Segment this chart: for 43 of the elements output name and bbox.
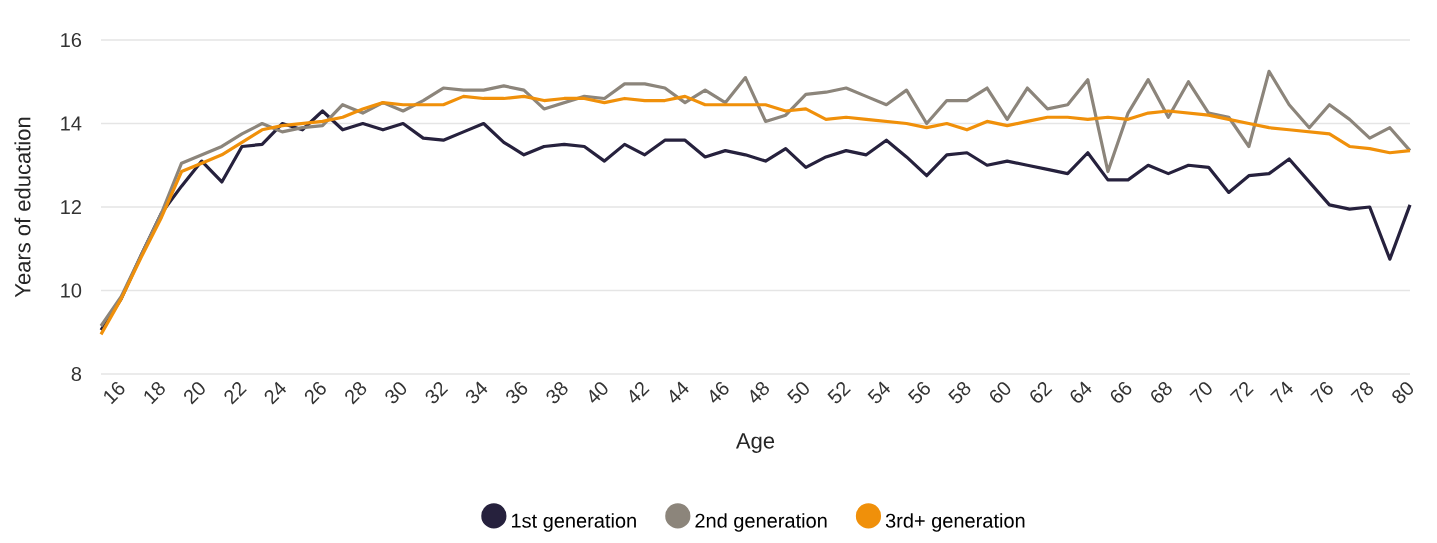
x-tick-label: 18 — [144, 382, 165, 405]
x-tick-label: 26 — [304, 381, 326, 405]
x-tick-label: 40 — [589, 382, 608, 403]
x-tick-label: 46 — [710, 381, 729, 403]
y-tick-label: 14 — [61, 116, 82, 131]
x-tick-label: 60 — [990, 382, 1011, 403]
x-tick-label: 48 — [750, 382, 769, 403]
x-tick-label: 16 — [104, 381, 125, 405]
x-tick-label: 68 — [1151, 382, 1172, 403]
x-tick-label: 36 — [506, 381, 528, 404]
x-tick-label: 24 — [264, 381, 287, 405]
x-tick-label: 70 — [1189, 382, 1212, 403]
x-tick-label: 30 — [385, 382, 407, 404]
x-tick-label: 22 — [224, 382, 247, 405]
y-tick-label: 10 — [61, 283, 82, 298]
x-tick-label: 58 — [948, 382, 971, 404]
x-tick-label: 56 — [907, 381, 930, 404]
x-tick-label: 52 — [827, 381, 851, 404]
x-tick-label: 76 — [1310, 381, 1333, 403]
x-tick-label: 28 — [345, 382, 367, 405]
y-tick-label: 8 — [71, 366, 82, 382]
x-tick-label: 66 — [1110, 381, 1132, 403]
x-tick-label: 74 — [1269, 381, 1293, 403]
x-tick-label: 72 — [1229, 382, 1254, 403]
legend-label: 1st generation — [512, 513, 636, 532]
x-tick-label: 42 — [629, 382, 650, 403]
x-tick-label: 50 — [787, 382, 809, 404]
x-tick-label: 34 — [465, 381, 488, 404]
x-tick-label: 54 — [867, 381, 891, 404]
x-tick-label: 44 — [669, 381, 689, 403]
y-tick-label: 16 — [61, 32, 82, 48]
x-tick-label: 62 — [1030, 381, 1053, 403]
x-tick-label: 78 — [1350, 382, 1374, 403]
x-tick-label: 80 — [1392, 382, 1414, 404]
x-tick-label: 20 — [184, 382, 205, 405]
x-tick-label: 38 — [546, 382, 568, 404]
legend-label: 2nd generation — [695, 513, 827, 532]
x-tick-label: 32 — [425, 381, 449, 404]
x-tick-label: 64 — [1070, 381, 1092, 403]
x-axis-title: Age — [735, 433, 775, 453]
legend-label: 3rd+ generation — [885, 513, 1025, 532]
y-axis-title: Years of education — [14, 117, 31, 298]
y-tick-label: 12 — [61, 200, 81, 214]
